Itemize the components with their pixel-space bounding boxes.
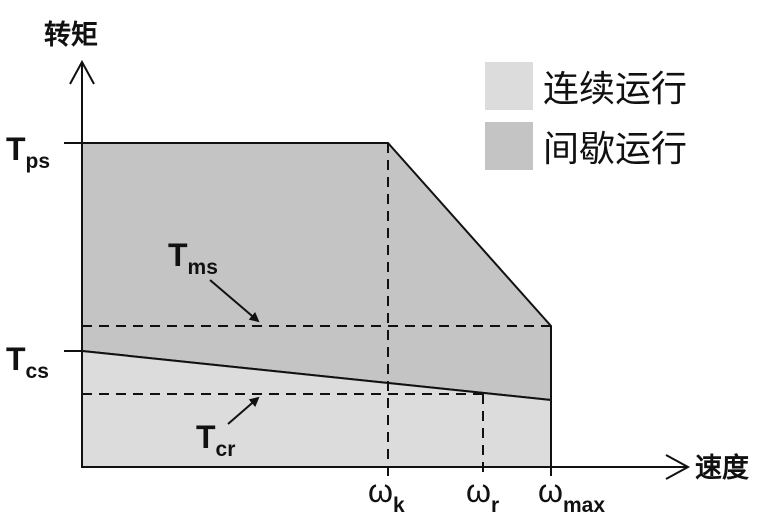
legend-label-continuous: 连续运行 <box>543 69 687 110</box>
annotation-tcr: Tcr <box>196 419 235 461</box>
x-label-omega-k: ωk <box>368 473 405 517</box>
x-label-omega-max: ωmax <box>538 473 605 517</box>
legend-swatch-continuous <box>485 62 533 110</box>
y-axis-arrow <box>69 59 95 85</box>
annotation-tms: Tms <box>168 237 218 279</box>
annotation-tms-arrow <box>209 279 260 323</box>
legend-swatch-intermittent <box>485 122 533 170</box>
y-label-tcs: Tcs <box>6 341 49 383</box>
legend-label-intermittent: 间歇运行 <box>543 129 687 170</box>
y-axis-title: 转矩 <box>44 20 98 51</box>
y-label-tps: Tps <box>6 131 50 173</box>
axes <box>64 59 691 480</box>
x-axis-title: 速度 <box>695 452 749 484</box>
guide-lines <box>82 143 552 476</box>
annotation-tcr-arrow <box>227 396 260 425</box>
x-label-omega-r: ωr <box>466 473 499 517</box>
legend: 连续运行 间歇运行 <box>485 62 687 170</box>
x-axis-arrow <box>665 454 691 480</box>
